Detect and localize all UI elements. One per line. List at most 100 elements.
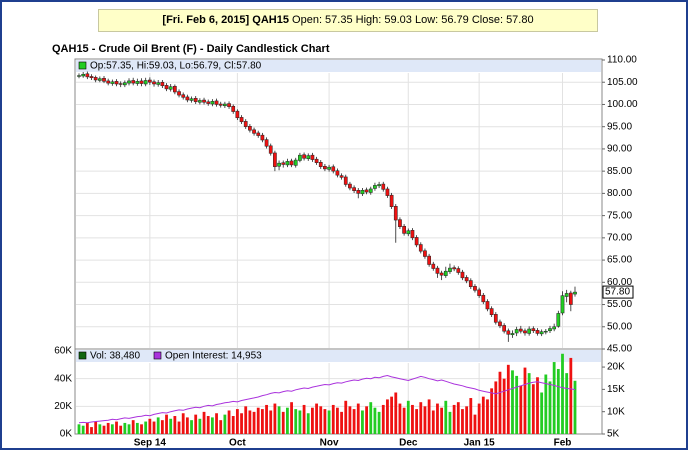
candle-body — [523, 330, 527, 334]
y-tick-label: 60.00 — [607, 277, 632, 288]
volume-bar — [423, 406, 427, 434]
volume-bar — [311, 407, 314, 434]
volume-bar — [281, 411, 285, 434]
y-tick-label: 70.00 — [607, 232, 632, 243]
candle-body — [423, 250, 427, 257]
candle-body — [114, 81, 119, 85]
last-price-box — [602, 285, 634, 299]
candle-body — [268, 145, 273, 154]
candle-body — [189, 98, 194, 101]
volume-bar — [273, 403, 277, 434]
volume-bar — [327, 410, 331, 434]
y-tick-label: 100.00 — [607, 99, 638, 110]
legend-swatch — [78, 61, 87, 70]
candle-body — [460, 271, 465, 279]
candle-body — [489, 308, 494, 316]
y-tick-label: 45.00 — [607, 344, 632, 355]
candle-body — [173, 85, 177, 93]
volume-bar — [377, 411, 381, 434]
candle-body — [198, 100, 202, 103]
volume-bar — [415, 409, 419, 434]
candle-body — [302, 154, 306, 159]
open-interest-line — [78, 374, 576, 424]
candle-body — [368, 188, 373, 193]
volume-bar — [235, 409, 239, 434]
candle-body — [289, 160, 294, 166]
candle-body — [398, 219, 402, 227]
y-tick-label: 55.00 — [607, 299, 632, 310]
volume-bar — [286, 407, 289, 434]
volume-bar — [90, 427, 93, 434]
volume-bar — [336, 407, 339, 434]
volume-bar — [156, 417, 160, 434]
volume-bar — [486, 399, 489, 434]
candle-body — [443, 270, 448, 276]
volume-bar — [519, 385, 523, 434]
volume-bar — [361, 410, 364, 434]
volume-bar — [456, 402, 460, 434]
volume-bar — [269, 410, 273, 434]
volume-bar — [477, 403, 481, 434]
volume-bar — [427, 399, 431, 434]
candle-body — [477, 289, 481, 296]
volume-bar — [227, 410, 231, 434]
volume-bar — [81, 425, 85, 434]
candle-body — [202, 99, 206, 103]
volume-bar — [106, 422, 110, 434]
candle-body — [264, 139, 269, 147]
volume-bar — [411, 404, 414, 434]
volume-bar — [306, 413, 310, 434]
volume-bar — [552, 362, 556, 434]
volume-bar — [406, 400, 410, 434]
volume-bar — [94, 421, 98, 434]
volume-bar — [340, 411, 343, 434]
volume-bar — [523, 367, 527, 434]
candle-body — [273, 152, 277, 167]
vol-tick-label: 40K — [54, 373, 72, 384]
volume-bar — [386, 399, 389, 434]
volume-bar — [494, 381, 498, 434]
volume-bar — [135, 422, 139, 434]
volume-bar — [511, 370, 514, 434]
volume-bar — [110, 424, 114, 434]
volume-bar — [365, 406, 368, 434]
volume-bar — [565, 373, 569, 434]
oi-tick-label: 15K — [607, 384, 625, 395]
volume-bar — [352, 409, 356, 434]
candle-body — [439, 272, 444, 276]
y-tick-label: 105.00 — [607, 77, 638, 88]
candle-body — [323, 166, 327, 170]
volume-bar — [373, 407, 377, 434]
volume-bar — [169, 418, 173, 434]
volume-bar — [165, 414, 168, 434]
y-tick-label: 75.00 — [607, 210, 632, 221]
candle-body — [164, 85, 169, 90]
candle-body — [256, 132, 261, 136]
candle-body — [435, 267, 440, 274]
candle-body — [531, 328, 536, 332]
volume-bar — [131, 420, 135, 434]
candle-body — [181, 94, 186, 98]
volume-bar — [248, 410, 252, 434]
volume-bar — [506, 364, 510, 434]
candle-body — [539, 331, 544, 335]
price-panel — [74, 58, 603, 350]
candle-body — [97, 78, 102, 81]
volume-bar — [527, 373, 531, 434]
y-tick-label: 65.00 — [607, 255, 632, 266]
candle-body — [331, 166, 336, 172]
volume-bar — [331, 404, 335, 434]
candle-body — [548, 328, 552, 332]
volume-bar — [185, 417, 189, 434]
candle-body — [535, 330, 540, 334]
candle-body — [185, 96, 190, 101]
volume-bar — [231, 416, 235, 434]
x-tick-label: Oct — [229, 438, 246, 448]
volume-bar — [219, 420, 223, 434]
candle-body — [560, 295, 565, 314]
volume-bar — [348, 406, 352, 434]
candle-body — [389, 194, 394, 207]
volume-bar — [536, 377, 539, 434]
